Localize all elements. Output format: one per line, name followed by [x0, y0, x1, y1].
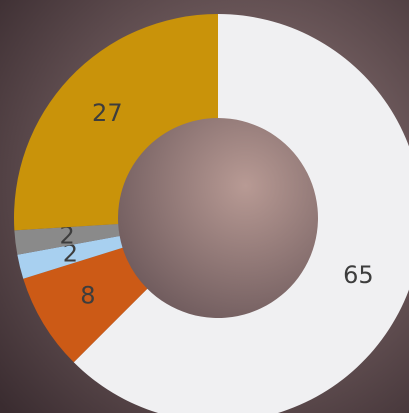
donut-slice: [14, 224, 120, 255]
donut-slice: [73, 14, 409, 413]
data-label: 2: [59, 221, 74, 249]
data-label: 65: [343, 261, 374, 289]
data-label: 27: [92, 99, 123, 127]
data-label: 8: [80, 282, 95, 310]
donut-slice: [13, 14, 218, 231]
donut-slice: [23, 247, 148, 363]
donut-slice: [17, 236, 123, 279]
data-label: 2: [63, 239, 78, 267]
